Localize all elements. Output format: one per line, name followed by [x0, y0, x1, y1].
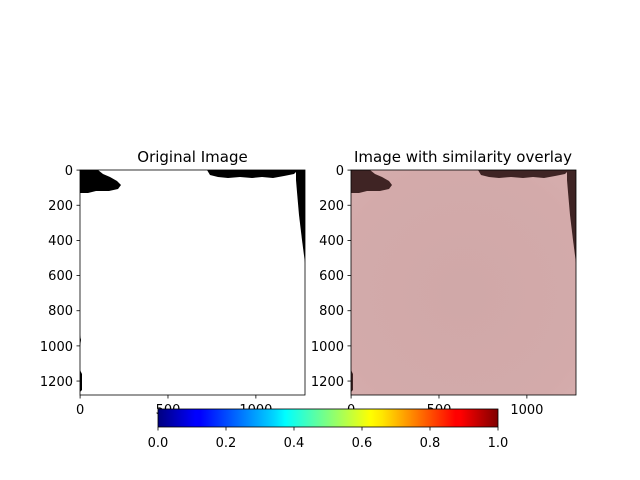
- colorbar: 0.0 0.2 0.4 0.6 0.8 1.0: [148, 408, 509, 451]
- y-tick-label: 600: [319, 269, 344, 284]
- mask-region-right-edge: [567, 170, 576, 263]
- y-tick-label: 0: [336, 164, 344, 179]
- colorbar-tick-label: 0.4: [284, 436, 305, 451]
- panel-original: Original Image 0 200 400 600 800 1000: [40, 148, 306, 418]
- colorbar-tick-label: 0.6: [352, 436, 373, 451]
- image-area: [79, 169, 306, 396]
- panel-title: Image with similarity overlay: [354, 148, 572, 166]
- panel-title: Original Image: [137, 148, 247, 166]
- y-tick-label: 800: [319, 304, 344, 319]
- mask-region-top-left: [80, 170, 121, 193]
- y-tick-label: 200: [48, 199, 73, 214]
- y-tick-label: 1000: [40, 340, 73, 355]
- colorbar-tick-label: 0.8: [420, 436, 441, 451]
- colorbar-gradient: [158, 409, 498, 427]
- colorbar-tick-label: 0.0: [148, 436, 169, 451]
- colorbar-tick-label: 0.2: [216, 436, 237, 451]
- colorbar-ticks: 0.0 0.2 0.4 0.6 0.8 1.0: [148, 427, 509, 451]
- y-tick-label: 400: [48, 234, 73, 249]
- axes-frame: [350, 169, 577, 396]
- y-tick-label: 1200: [311, 375, 344, 390]
- mask-region-top-left: [351, 170, 392, 193]
- x-tick-label: 1000: [510, 403, 543, 418]
- panel-overlay: Image with similarity overlay 0 200 400 …: [311, 148, 577, 418]
- y-tick-label: 0: [65, 164, 73, 179]
- colorbar-tick-label: 1.0: [488, 436, 509, 451]
- mask-region-top-right: [478, 170, 569, 178]
- colorbar-frame: [157, 408, 499, 428]
- y-tick-label: 600: [48, 269, 73, 284]
- mask-region-right-edge: [296, 170, 305, 263]
- image-area: [350, 169, 577, 396]
- image-background: [80, 170, 305, 395]
- y-tick-label: 200: [319, 199, 344, 214]
- x-tick-label: 0: [76, 403, 84, 418]
- y-tick-label: 400: [319, 234, 344, 249]
- y-tick-label: 1200: [40, 375, 73, 390]
- y-tick-label: 1000: [311, 340, 344, 355]
- y-tick-label: 800: [48, 304, 73, 319]
- mask-region-left-edge: [80, 370, 82, 392]
- axes-frame: [79, 169, 306, 396]
- y-axis: 0 200 400 600 800 1000 1200: [40, 164, 80, 390]
- y-axis: 0 200 400 600 800 1000 1200: [311, 164, 351, 390]
- mask-region-left-edge: [351, 370, 353, 392]
- mask-region-top-right: [207, 170, 298, 178]
- similarity-overlay: [351, 170, 576, 395]
